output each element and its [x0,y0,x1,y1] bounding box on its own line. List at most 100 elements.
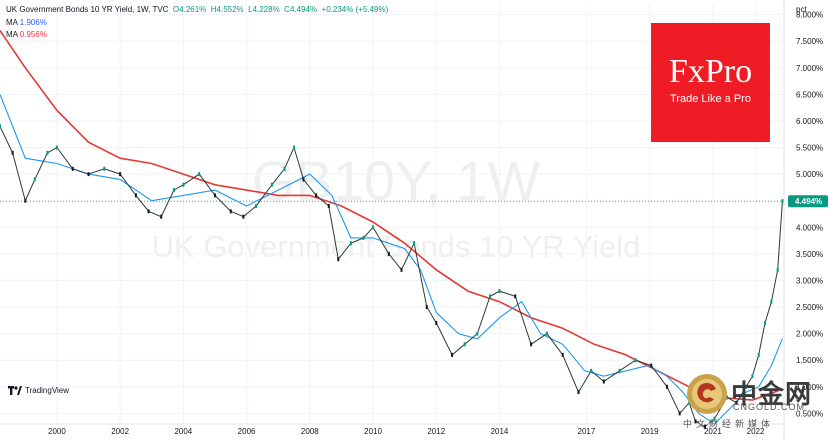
price-point [476,331,479,336]
price-point [602,379,605,384]
legend-ma-short[interactable]: MA 1.906% [6,18,47,27]
y-tick-label: 8.000% [796,11,823,20]
price-point [498,289,501,294]
price-point [776,267,779,272]
price-point [530,342,533,347]
y-tick-label: 1.000% [796,383,823,392]
price-point [24,198,27,203]
price-point [134,193,137,198]
price-point [764,320,767,325]
legend-ma-long[interactable]: MA 0.956% [6,30,47,39]
y-axis-unit: pct [796,5,807,14]
price-point [770,299,773,304]
fxpro-tagline: Trade Like a Pro [670,93,751,105]
price-point [751,374,754,379]
x-axis[interactable]: 2000 2002 2004 2006 2008 2010 2012 2014 2017 2019… [0,423,784,436]
price-point [735,400,738,405]
price-point [634,358,637,363]
y-tick-label: 1.500% [796,356,823,365]
price-label: 4.494% [795,197,822,206]
x-tick-label: 2006 [238,427,256,436]
price-point [489,294,491,299]
price-point [618,368,621,373]
price-point [327,204,330,209]
price-point [198,172,201,177]
price-point [514,294,517,299]
tradingview-logo[interactable]: TradingView [8,386,69,395]
price-point [0,124,1,129]
y-tick-label: 3.500% [796,250,823,259]
price-point [87,172,90,177]
price-point [302,177,305,182]
x-tick-label: 2019 [641,427,659,436]
price-point [55,145,58,150]
price-point [745,384,748,389]
chart-legend-header: UK Government Bonds 10 YR Yield, 1W, TVC… [6,5,388,14]
high-value: 4.552% [216,5,244,14]
price-point [182,182,185,187]
price-point [362,235,365,240]
ma-short-label: MA [6,18,18,27]
price-point [545,331,548,336]
price-point [255,204,258,209]
price-point [678,411,681,416]
price-point [713,416,716,421]
close-label: C [284,5,290,14]
watermark-symbol: GB10Y, 1W [252,149,541,212]
fxpro-logo: FxPro Trade Like a Pro [651,23,770,142]
y-tick-label: 5.500% [796,144,823,153]
price-point [694,419,697,424]
tradingview-icon [8,386,22,395]
price-point [172,188,175,193]
x-tick-label: 2022 [747,427,765,436]
y-tick-label: 7.500% [796,37,823,46]
price-point [103,166,106,171]
price-point [425,305,428,310]
price-point [11,150,14,155]
price-point [400,267,403,272]
close-value: 4.494% [289,5,318,14]
price-point [315,193,318,198]
y-tick-label: 7.000% [796,64,823,73]
x-tick-label: 2014 [491,427,509,436]
y-tick-label: 6.000% [796,117,823,126]
price-point [590,368,593,373]
tradingview-label: TradingView [25,386,70,395]
low-value: 4.228% [252,5,280,14]
price-point [229,209,232,214]
price-point [757,352,760,357]
price-point [781,199,784,204]
y-tick-label: 6.500% [796,90,823,99]
open-label: O [172,5,180,14]
y-tick-label: 4.000% [796,223,823,232]
watermark: GB10Y, 1W UK Government Bonds 10 YR Yield [152,149,641,264]
change-value: +0.234% (+5.49%) [321,5,389,14]
y-tick-label: 5.000% [796,170,823,179]
y-tick-label: 2.000% [796,330,823,339]
price-point [71,166,74,171]
price-point [463,342,466,347]
price-point [270,182,273,187]
price-point [577,390,580,395]
price-point [726,395,729,400]
cngold-name: 中金网 [731,379,813,409]
cngold-subtitle: 中文财经新媒体 [683,419,775,429]
ma-long-value: 0.956% [19,30,47,39]
price-point [349,241,352,246]
price-point [283,166,286,171]
price-point [46,150,49,155]
x-tick-label: 2008 [301,427,319,436]
price-point [650,363,653,368]
legend-title: UK Government Bonds 10 YR Yield, 1W, TVC [6,5,169,14]
price-point [33,177,36,182]
ma-long-label: MA [6,30,18,39]
price-point [413,241,416,246]
price-point [561,352,564,357]
price-point [435,320,438,325]
x-tick-label: 2000 [48,427,66,436]
ma-short-line [0,94,783,425]
price-point [703,424,706,429]
y-tick-label: 0.500% [796,409,823,418]
